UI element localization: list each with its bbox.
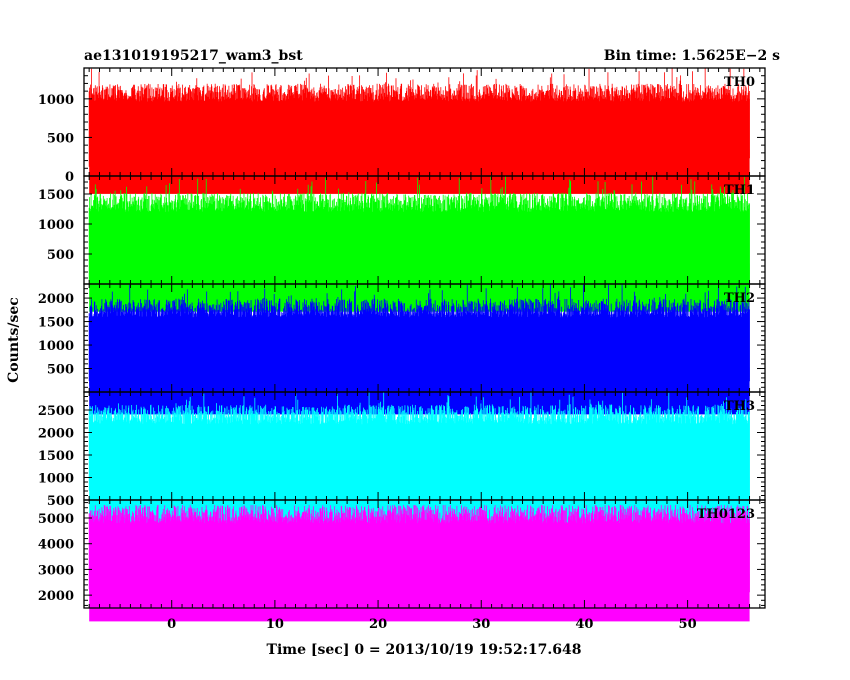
y-tick-label: 4000 [38, 538, 74, 553]
y-tick-label: 500 [47, 131, 74, 146]
y-tick-label: 500 [47, 494, 74, 509]
x-axis-label: Time [sec] 0 = 2013/10/19 19:52:17.648 [267, 642, 582, 658]
x-tick-label: 30 [472, 617, 490, 632]
y-tick-label: 2000 [38, 427, 74, 442]
series-line-TH0 [88, 68, 750, 169]
series-line-TH2 [88, 284, 750, 390]
x-tick-label: 50 [679, 617, 697, 632]
y-tick-label: 3000 [38, 563, 74, 578]
panel-label-TH1: TH1 [724, 183, 755, 198]
y-tick-label: 1500 [38, 316, 74, 331]
panel-TH0: 0 500 1000 TH0 [38, 67, 766, 194]
panel-TH0123: 2000 3000 4000 5000 TH0123 0 10 20 30 40 50 [38, 499, 766, 632]
chart-title: ae131019195217_wam3_bst [84, 48, 303, 64]
panel-TH2: 500 1000 1500 2000 TH2 [38, 283, 766, 415]
bin-time-label: Bin time: 1.5625E−2 s [604, 48, 780, 64]
panel-label-TH0: TH0 [724, 75, 755, 90]
y-tick-label: 1000 [38, 218, 74, 233]
series-core-TH0123 [89, 574, 750, 622]
x-tick-label: 20 [369, 617, 387, 632]
x-tick-label: 0 [167, 617, 176, 632]
x-tick-label: 10 [266, 617, 284, 632]
y-tick-label: 1500 [38, 188, 74, 203]
panel-label-TH2: TH2 [724, 291, 755, 306]
y-axis-label: Counts/sec [6, 297, 22, 383]
y-tick-label: 1500 [38, 449, 74, 464]
panel-TH1: 500 1000 1500 TH1 [38, 175, 766, 312]
panel-label-TH0123: TH0123 [697, 507, 755, 522]
x-tick-label: 40 [575, 617, 593, 632]
y-tick-label: 5000 [38, 512, 74, 527]
y-tick-label: 2500 [38, 404, 74, 419]
y-tick-label: 0 [65, 170, 74, 185]
y-tick-label: 2000 [38, 589, 74, 604]
panel-label-TH3: TH3 [724, 399, 755, 414]
y-tick-label: 1000 [38, 472, 74, 487]
y-tick-label: 500 [47, 363, 74, 378]
y-tick-label: 1000 [38, 339, 74, 354]
series-line-TH1 [88, 176, 750, 281]
y-tick-label: 2000 [38, 292, 74, 307]
series-line-TH3 [88, 392, 750, 500]
y-tick-label: 1000 [38, 93, 74, 108]
series-line-TH0123 [88, 505, 750, 603]
y-tick-label: 500 [47, 248, 74, 263]
